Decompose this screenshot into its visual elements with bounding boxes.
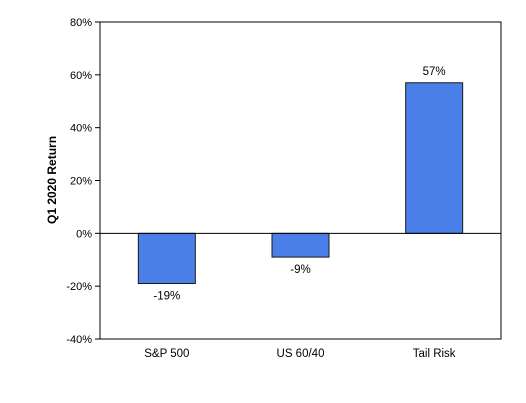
bar-data-label: 57% [423, 66, 446, 78]
bar [405, 82, 464, 234]
y-tick-label: 80% [70, 17, 92, 29]
y-tick-label: -40% [66, 334, 92, 346]
y-axis-ticks: -40% -20% 0% 20% 40% 60% 80% [66, 17, 100, 346]
y-axis-title: Q1 2020 Return [45, 136, 59, 224]
y-tick-label: 40% [70, 123, 92, 135]
y-tick-label: 60% [70, 70, 92, 82]
y-tick-label: 20% [70, 176, 92, 188]
x-axis-labels: S&P 500 US 60/40 Tail Risk [144, 348, 456, 360]
bar [137, 232, 196, 285]
x-category-label: S&P 500 [144, 348, 189, 360]
x-category-label: US 60/40 [277, 348, 325, 360]
y-tick-label: 0% [76, 228, 92, 240]
x-category-label: Tail Risk [413, 348, 456, 360]
bar-data-label: -9% [290, 264, 310, 276]
bar [271, 232, 330, 258]
data-labels: -19% -9% 57% [153, 66, 445, 303]
y-tick-label: -20% [66, 281, 92, 293]
bar-data-label: -19% [153, 291, 180, 303]
